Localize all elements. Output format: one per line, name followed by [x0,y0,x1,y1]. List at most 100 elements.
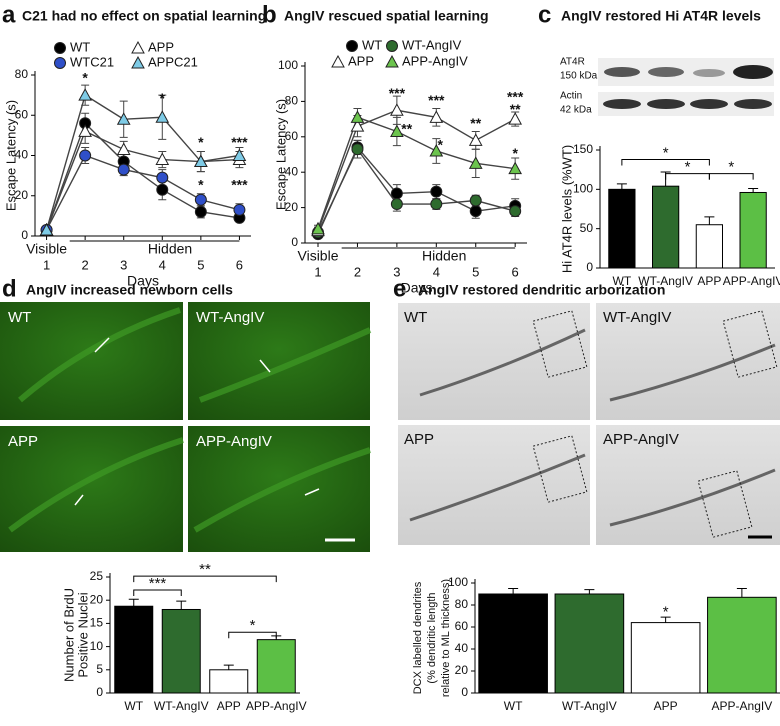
series-line [317,147,516,233]
chart-title: C21 had no effect on spatial learning [22,8,266,24]
significance-mark: ** [401,120,412,136]
significance-mark: *** [149,575,167,592]
significance-mark: * [198,134,204,150]
blot-label: Actin [560,91,582,102]
data-point [430,198,443,211]
phase-label: Hidden [148,241,192,257]
y-tick-label: 0 [96,685,103,699]
y-tick-label: 20 [455,663,469,677]
y-tick-label: 40 [455,641,469,655]
image-label: WT-AngIV [196,309,264,326]
granule-layer [409,328,776,527]
significance-mark: *** [231,176,248,192]
significance-mark: ** [510,101,521,117]
data-point [430,185,443,198]
arrow [74,337,320,506]
significance-mark: * [82,70,88,86]
error-bar [748,188,759,193]
bar [256,639,296,694]
x-axis-label: Days [401,280,433,296]
data-point [194,193,207,206]
blot-band [604,67,640,77]
significance-mark: *** [428,92,445,108]
significance-bracket [621,158,710,166]
y-axis-label: Escape Latency (s) [273,99,288,210]
image-label: APP-AngIV [196,433,272,450]
data-point [311,221,325,235]
roi-box [532,310,588,378]
data-point [155,110,170,123]
panel-letter: a [2,1,16,28]
error-bar [616,183,627,190]
x-tick-label: WT-AngIV [562,699,617,713]
y-tick-label: 0 [461,685,468,699]
micrograph [0,426,183,552]
data-point [429,143,444,157]
data-point [232,148,247,161]
blot-band [690,99,728,109]
data-point [351,143,364,156]
y-axis-label: Positive Nuclei [75,592,90,677]
legend-marker [346,40,358,52]
data-point [156,171,169,184]
series-line [45,94,240,231]
y-axis-label: relative to ML thickness) [440,579,452,697]
x-tick-label: WT-AngIV [154,699,209,713]
y-tick-label: 40 [285,164,299,178]
y-axis-label: Number of BrdU [61,588,76,682]
y-tick-label: 0 [586,260,593,274]
data-point [390,103,404,116]
image-label: APP [8,433,38,450]
y-tick-label: 15 [90,616,104,630]
series-line [45,130,240,231]
y-tick-label: 50 [580,221,594,235]
significance-bracket [133,575,277,583]
bar [652,185,680,269]
blot-band [734,99,772,109]
y-tick-label: 60 [15,107,29,121]
series-line [317,109,516,231]
y-tick-label: 80 [285,94,299,108]
data-point [78,88,92,101]
micrograph [596,303,780,420]
legend-label: APP-AngIV [402,53,468,68]
legend-marker [131,40,145,54]
y-tick-label: 60 [285,129,299,143]
y-tick-label: 100 [278,58,298,72]
y-tick-label: 5 [96,662,103,676]
chart-title: AngIV restored Hi AT4R levels [561,8,761,24]
y-axis-label: (% dendritic length [426,592,438,683]
data-point [468,156,483,169]
micrograph [398,303,590,420]
data-point [509,205,522,218]
legend-marker [54,42,66,54]
bar [114,605,154,694]
chart-title: AngIV restored dendritic arborization [418,282,665,298]
x-tick-label: 4 [159,257,166,272]
x-tick-label: WT-AngIV [638,274,693,288]
data-point [508,112,523,125]
data-point [155,152,170,166]
significance-mark: * [250,617,256,634]
legend-marker [131,55,145,69]
y-tick-label: 150 [573,142,593,156]
significance-mark: * [512,145,518,161]
legend-marker [331,54,345,68]
data-point [468,133,483,146]
x-tick-label: 5 [197,257,204,272]
error-bar [584,589,595,594]
bar [161,608,201,694]
error-bar [176,600,187,610]
significance-mark: ** [470,115,481,131]
x-tick-label: 6 [512,264,519,279]
y-tick-label: 0 [21,228,28,242]
blot-band [647,99,685,109]
y-tick-label: 10 [90,639,104,653]
series-line [317,146,516,235]
x-tick-label: APP [654,699,678,713]
panel-letter: c [538,1,551,28]
x-tick-label: APP-AngIV [712,699,773,713]
significance-mark: * [198,176,204,192]
phase-label: Visible [26,241,67,257]
